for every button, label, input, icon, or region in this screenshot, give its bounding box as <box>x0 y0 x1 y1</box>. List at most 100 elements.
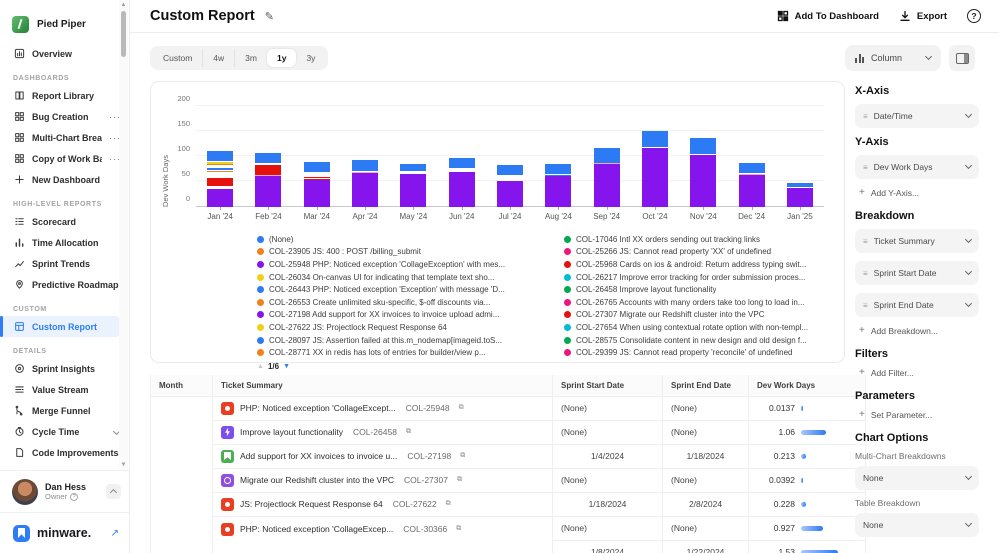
legend-item[interactable]: COL-26458 Improve layout functionality <box>563 283 857 296</box>
legend-item[interactable]: COL-26443 PHP: Noticed exception 'Except… <box>257 283 554 296</box>
sidebar-item-time-allocation[interactable]: Time Allocation <box>0 232 129 253</box>
table-column-header[interactable]: Ticket Summary <box>212 375 553 397</box>
legend-item[interactable]: COL-17046 Intl XX orders sending out tra… <box>563 233 857 246</box>
add-y-axis-button[interactable]: + Add Y-Axis... <box>859 187 920 198</box>
table-column-header[interactable]: Sprint End Date <box>662 375 749 397</box>
sidebar-item-new-dashboard[interactable]: New Dashboard <box>0 169 129 190</box>
role-help-icon[interactable]: ? <box>70 492 79 501</box>
bar-column[interactable] <box>196 102 244 207</box>
sidebar-scrollbar[interactable]: ▲ ▼ <box>119 0 128 470</box>
external-link-icon[interactable]: ⧉ <box>456 525 462 532</box>
range-tab-3y[interactable]: 3y <box>306 53 316 63</box>
x-tick-label: Jul '24 <box>486 207 534 221</box>
bar-column[interactable] <box>438 102 486 207</box>
bar-segment <box>352 173 379 207</box>
legend-item[interactable]: COL-25948 PHP: Noticed exception 'Collag… <box>257 258 554 271</box>
y-tick: 200 <box>177 94 190 103</box>
sidebar-item-sprint-trends[interactable]: Sprint Trends <box>0 253 129 274</box>
bar-column[interactable] <box>679 102 727 207</box>
scroll-up-icon[interactable]: ▲ <box>120 2 127 8</box>
bar-column[interactable] <box>244 102 292 207</box>
legend-item[interactable]: COL-27622 JS: Projectlock Request Respon… <box>257 321 554 334</box>
legend-item[interactable]: COL-27198 Add support for XX invoices to… <box>257 309 554 322</box>
sidebar-item-value-stream[interactable]: Value Stream <box>0 379 129 400</box>
breakdown-dropdown-2[interactable]: ≡ Sprint End Date <box>855 293 979 317</box>
sidebar-item-predictive-roadmap[interactable]: Predictive Roadmap <box>0 274 129 295</box>
legend-item[interactable]: (None) <box>257 233 554 246</box>
table-column-header[interactable]: Month <box>150 375 213 397</box>
legend-item[interactable]: COL-28575 Consolidate content in new des… <box>563 334 857 347</box>
toggle-panel-button[interactable] <box>949 45 975 71</box>
bar-segment <box>207 185 234 189</box>
external-link-icon[interactable]: ⧉ <box>405 428 411 435</box>
sidebar-item-cycle-time[interactable]: Cycle Time <box>0 421 129 442</box>
edit-title-icon[interactable]: ✎ <box>264 10 274 23</box>
user-account[interactable]: Dan Hess Owner ? <box>0 470 129 512</box>
bar-column[interactable] <box>293 102 341 207</box>
scrollbar-thumb[interactable] <box>121 11 126 57</box>
legend-item[interactable]: COL-27307 Migrate our Redshift cluster i… <box>563 309 857 322</box>
bar-column[interactable] <box>341 102 389 207</box>
chart-type-dropdown[interactable]: Column <box>845 45 941 71</box>
legend-item[interactable]: COL-25266 JS: Cannot read property 'XX' … <box>563 246 857 259</box>
bar-column[interactable] <box>389 102 437 207</box>
add-filter-button[interactable]: + Add Filter... <box>859 367 914 378</box>
bar-column[interactable] <box>631 102 679 207</box>
breakdown-dropdown-0[interactable]: ≡ Ticket Summary <box>855 229 979 253</box>
legend-item[interactable]: COL-26553 Create unlimited sku-specific,… <box>257 296 554 309</box>
external-link-icon[interactable]: ↗ <box>110 527 119 539</box>
legend-item[interactable]: COL-27654 When using contextual rotate o… <box>563 321 857 334</box>
legend-item[interactable]: COL-23905 JS: 400 : POST /billing_submit <box>257 246 554 259</box>
sidebar-item-custom-report[interactable]: Custom Report <box>0 316 121 337</box>
sidebar-item-report-library[interactable]: Report Library <box>0 85 129 106</box>
range-tab-4w[interactable]: 4w <box>202 49 234 67</box>
scroll-down-icon[interactable]: ▼ <box>120 462 127 468</box>
sidebar-item-copy-of-work[interactable]: Copy of Work Bato... ··· <box>0 148 129 169</box>
bar-column[interactable] <box>727 102 775 207</box>
sidebar-item-partial[interactable]: Code Improvements <box>0 442 129 463</box>
legend-item[interactable]: COL-25968 Cards on ios & android: Return… <box>563 258 857 271</box>
sidebar-item-scorecard[interactable]: Scorecard <box>0 211 129 232</box>
sidebar-item-sprint-insights[interactable]: Sprint Insights <box>0 358 129 379</box>
legend-item[interactable]: COL-26217 Improve error tracking for ord… <box>563 271 857 284</box>
range-tab-1y[interactable]: 1y <box>266 49 297 67</box>
external-link-icon[interactable]: ⧉ <box>460 452 466 459</box>
set-parameter-button[interactable]: + Set Parameter... <box>859 409 933 420</box>
add-to-dashboard-button[interactable]: Add To Dashboard <box>777 10 879 22</box>
table-column-header[interactable]: Sprint Start Date <box>552 375 663 397</box>
x-axis-dropdown[interactable]: ≡ Date/Time <box>855 104 979 128</box>
table-breakdown-dropdown[interactable]: None <box>855 513 979 537</box>
legend-page-down-icon[interactable]: ▼ <box>283 362 290 370</box>
item-menu-icon[interactable]: ··· <box>109 132 121 143</box>
sidebar-item-overview[interactable]: Overview <box>0 43 129 64</box>
export-button[interactable]: Export <box>899 10 947 22</box>
bar-column[interactable] <box>486 102 534 207</box>
add-breakdown-button[interactable]: + Add Breakdown... <box>859 325 938 336</box>
external-link-icon[interactable]: ⧉ <box>458 404 464 411</box>
bar-column[interactable] <box>583 102 631 207</box>
legend-item[interactable]: COL-29399 JS: Cannot read property 'reco… <box>563 346 857 359</box>
workspace-switcher[interactable]: Pied Piper <box>0 14 129 43</box>
multi-chart-breakdowns-dropdown[interactable]: None <box>855 466 979 490</box>
legend-item[interactable]: COL-28097 JS: Assertion failed at this.m… <box>257 334 554 347</box>
legend-item[interactable]: COL-28771 XX in redis has lots of entrie… <box>257 346 554 359</box>
sidebar-item-bug-creation[interactable]: Bug Creation ··· <box>0 106 129 127</box>
external-link-icon[interactable]: ⧉ <box>456 476 462 483</box>
bar-column[interactable] <box>776 102 824 207</box>
y-axis-dropdown[interactable]: ≡ Dev Work Days <box>855 155 979 179</box>
bar-column[interactable] <box>534 102 582 207</box>
breakdown-dropdown-1[interactable]: ≡ Sprint Start Date <box>855 261 979 285</box>
legend-item[interactable]: COL-26765 Accounts with many orders take… <box>563 296 857 309</box>
item-menu-icon[interactable]: ··· <box>109 153 121 164</box>
table-column-header[interactable]: Dev Work Days <box>748 375 866 397</box>
sidebar-item-merge-funnel[interactable]: Merge Funnel <box>0 400 129 421</box>
item-menu-icon[interactable]: ··· <box>109 111 121 122</box>
range-tab-custom[interactable]: Custom <box>163 53 193 63</box>
external-link-icon[interactable]: ⧉ <box>445 500 451 507</box>
legend-item[interactable]: COL-26034 On-canvas UI for indicating th… <box>257 271 554 284</box>
help-icon[interactable]: ? <box>967 9 981 23</box>
sidebar-item-multi-chart-breakdown[interactable]: Multi-Chart Break... ··· <box>0 127 129 148</box>
legend-page-up-icon[interactable]: ▲ <box>257 362 264 370</box>
collapse-sidebar-button[interactable] <box>106 484 121 499</box>
range-tab-3m[interactable]: 3m <box>234 49 267 67</box>
